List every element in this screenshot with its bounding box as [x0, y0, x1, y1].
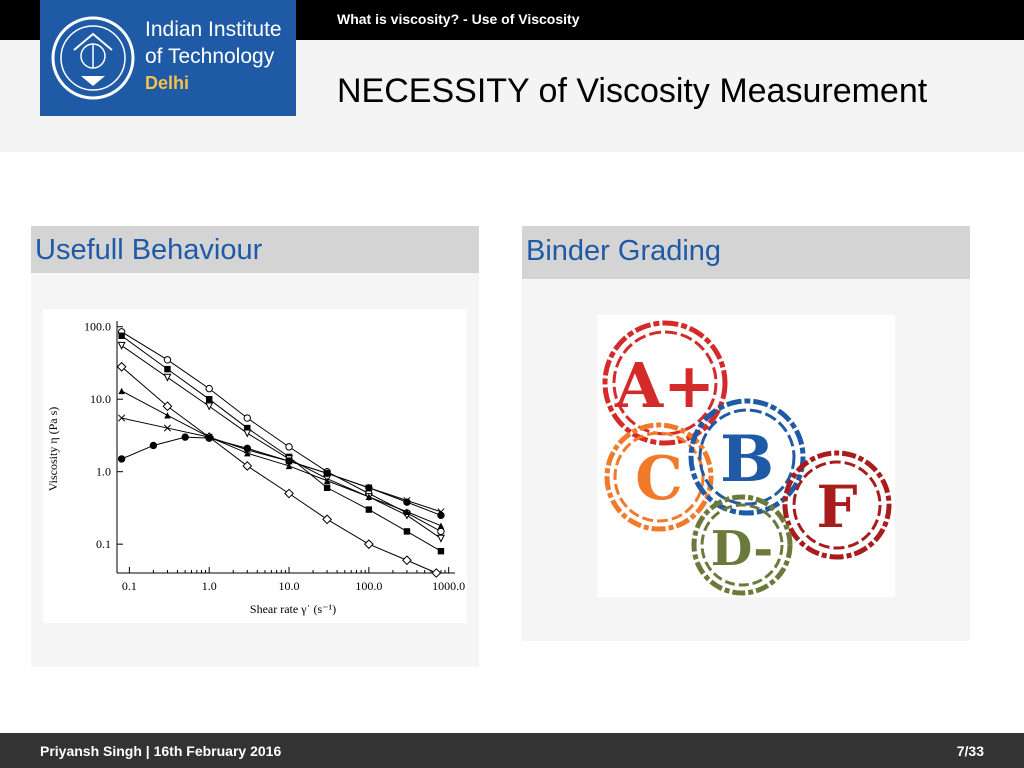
data-point-1-6 [365, 506, 373, 513]
data-point-6-2 [181, 433, 189, 441]
data-point-4-3 [244, 449, 251, 457]
x-tick-label-3: 100.0 [355, 579, 382, 593]
data-point-2-3 [243, 429, 252, 438]
data-point-3-6 [363, 539, 374, 550]
data-point-2-8 [436, 534, 445, 543]
y-tick-label-1: 1.0 [96, 465, 111, 479]
grade-stamp-f: F [782, 450, 892, 560]
block-title-right: Binder Grading [522, 226, 970, 279]
data-point-6-5 [285, 457, 293, 465]
grade-label-f: F [816, 473, 857, 541]
iit-delhi-logo: Indian Institute of Technology Delhi [40, 0, 296, 116]
x-axis-label: Shear rate γ˙ (s⁻¹) [250, 602, 336, 616]
grade-label-b: B [720, 422, 774, 497]
data-point-2-0 [117, 341, 126, 350]
grade-label-c: C [635, 444, 683, 514]
data-point-1-1 [164, 365, 171, 373]
data-point-3-1 [162, 401, 173, 412]
grade-stamp-a-plus: A+ [602, 320, 728, 446]
data-point-4-1 [164, 412, 171, 419]
x-tick-label-0: 0.1 [122, 579, 137, 593]
x-tick-label-2: 10.0 [279, 579, 300, 593]
data-point-6-9 [437, 511, 445, 520]
binder-grade-stamps: A+ C B F D- [597, 315, 895, 597]
data-point-6-7 [365, 484, 373, 492]
data-point-0-3 [243, 414, 251, 422]
data-point-4-0 [118, 387, 125, 395]
data-point-4-5 [323, 477, 331, 484]
y-axis-label: Viscosity η (Pa s) [46, 407, 60, 492]
y-tick-label-3: 100.0 [84, 320, 111, 334]
data-point-3-0 [116, 361, 127, 372]
data-point-6-4 [243, 444, 251, 453]
data-point-3-8 [431, 568, 442, 578]
grade-stamp-d-minus: D- [691, 494, 793, 596]
section-title: What is viscosity? - Use of Viscosity [337, 11, 580, 27]
y-tick-label-2: 10.0 [90, 392, 111, 406]
data-point-0-4 [285, 443, 293, 451]
data-point-6-1 [149, 441, 158, 450]
data-point-1-0 [118, 332, 125, 339]
data-point-5-1 [163, 424, 172, 432]
data-point-4-4 [285, 462, 293, 470]
data-point-4-6 [365, 493, 373, 501]
series-line-6 [121, 436, 442, 516]
footer-author-date: Priyansh Singh | 16th February 2016 [40, 743, 282, 759]
data-point-3-7 [402, 555, 412, 566]
data-point-3-3 [242, 461, 253, 471]
data-point-6-6 [323, 469, 331, 478]
data-point-1-3 [244, 424, 251, 432]
logo-line-1: Indian Institute [145, 18, 282, 41]
binder-grading-block: Binder Grading A+ C B F D- [522, 226, 970, 641]
grade-label-a-plus: A+ [614, 349, 715, 422]
data-point-0-1 [163, 356, 172, 364]
data-point-2-1 [163, 373, 172, 382]
data-point-2-2 [205, 402, 214, 411]
data-point-1-5 [323, 484, 331, 491]
viscosity-chart: 0.1 1.0 10.0 100.0 1000.0 0.1 1.0 10.0 100.0 Sh… [43, 309, 467, 623]
y-tick-label-0: 0.1 [96, 537, 111, 551]
grade-stamp-b: B [688, 398, 806, 516]
data-point-1-2 [205, 396, 213, 403]
data-point-3-5 [322, 514, 333, 525]
slide-title: NECESSITY of Viscosity Measurement [337, 72, 928, 110]
data-point-3-4 [284, 488, 294, 499]
data-point-6-3 [205, 434, 213, 442]
footer-bar: Priyansh Singh | 16th February 2016 7/33 [0, 733, 1024, 768]
data-point-5-0 [118, 414, 126, 422]
block-title-left: Usefull Behaviour [31, 226, 479, 273]
x-tick-label-1: 1.0 [202, 579, 217, 593]
usefull-behaviour-block: Usefull Behaviour 0.1 1.0 10.0 100.0 1000.0 … [31, 226, 479, 667]
x-tick-label-4: 1000.0 [432, 579, 465, 593]
data-point-6-0 [117, 455, 126, 463]
logo-line-3: Delhi [145, 73, 190, 93]
data-point-1-7 [403, 528, 411, 535]
data-point-4-8 [437, 522, 445, 529]
iit-seal-icon [51, 16, 135, 100]
data-point-0-2 [205, 384, 213, 393]
grade-label-d-minus: D- [711, 521, 773, 577]
data-point-1-8 [437, 547, 445, 555]
logo-text: Indian Institute of Technology Delhi [145, 16, 282, 97]
data-point-4-7 [403, 508, 411, 515]
grade-stamp-c: C [604, 422, 714, 532]
data-point-6-8 [403, 498, 411, 506]
logo-line-2: of Technology [145, 45, 275, 68]
page-number: 7/33 [956, 743, 984, 759]
data-point-0-8 [437, 527, 445, 536]
